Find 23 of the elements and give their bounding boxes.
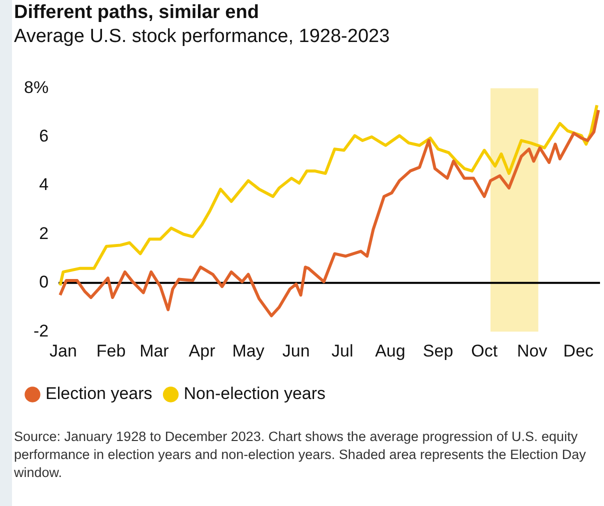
x-tick-label: Apr — [188, 341, 216, 360]
y-tick-label: -2 — [33, 321, 49, 340]
x-tick-label: Jun — [282, 341, 310, 360]
y-tick-label: 2 — [39, 224, 49, 243]
x-tick-label: Jan — [49, 341, 77, 360]
y-tick-label: 6 — [39, 126, 49, 146]
x-tick-label: Nov — [517, 341, 548, 360]
x-tick-label: May — [232, 341, 265, 360]
chart-title: Different paths, similar end — [14, 2, 259, 24]
x-tick-label: Mar — [140, 341, 170, 360]
legend-label: Non-election years — [184, 384, 326, 404]
y-tick-label: 0 — [39, 272, 49, 292]
x-tick-label: Dec — [563, 341, 594, 360]
chart-subtitle: Average U.S. stock performance, 1928-2023 — [14, 26, 390, 48]
y-tick-label: 8% — [24, 78, 49, 97]
y-tick-label: 4 — [39, 175, 49, 194]
x-tick-label: Jul — [332, 341, 354, 360]
x-tick-label: Sep — [422, 341, 454, 360]
x-tick-label: Oct — [471, 341, 498, 360]
x-tick-label: Aug — [375, 341, 406, 360]
x-tick-label: Feb — [96, 341, 126, 360]
source-note: Source: January 1928 to December 2023. Chart shows the average progression of U.S. equity performance in election years and non-election years. Shaded area represents the Election Day window. — [14, 428, 587, 482]
legend-label: Election years — [46, 384, 152, 404]
